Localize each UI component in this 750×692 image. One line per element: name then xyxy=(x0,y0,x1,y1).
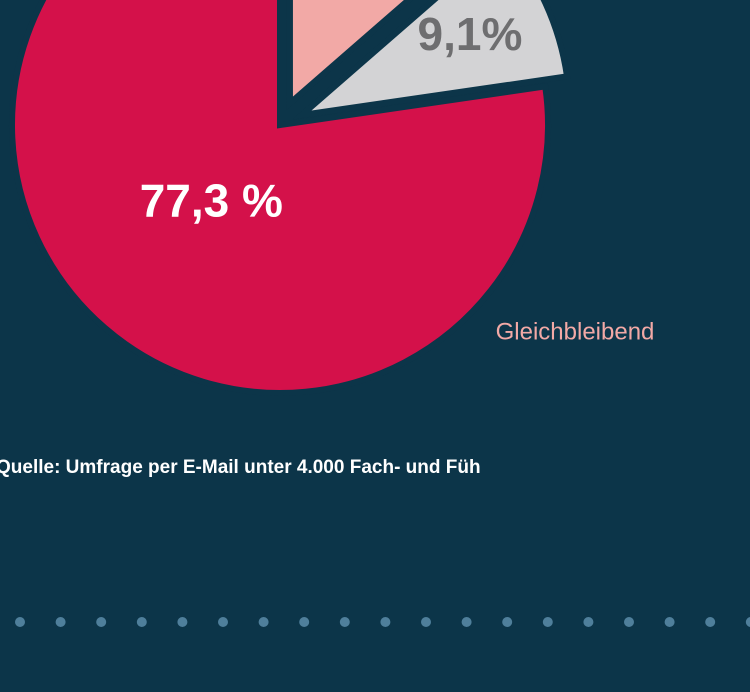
decor-dot xyxy=(218,617,228,627)
decor-dot xyxy=(96,617,107,627)
pie-slice xyxy=(286,0,414,110)
decor-dot xyxy=(664,617,675,627)
category-label: Gleichbleibend xyxy=(496,318,655,345)
decor-dot xyxy=(258,617,269,627)
decor-dot xyxy=(745,617,750,627)
pie-slice xyxy=(9,0,551,396)
decor-dot xyxy=(136,617,147,627)
slice-label: 77,3 % xyxy=(140,175,283,227)
decor-dot xyxy=(339,617,350,627)
decor-dot xyxy=(380,617,391,627)
decor-dot xyxy=(15,617,25,627)
decor-dot xyxy=(583,617,594,627)
decor-dot xyxy=(461,617,472,627)
pie-slice xyxy=(292,0,571,120)
decor-dot xyxy=(299,617,310,627)
decor-dot xyxy=(55,617,66,627)
decor-dot xyxy=(177,617,188,627)
decor-dot xyxy=(705,617,716,627)
slice-label: 9,1% xyxy=(418,8,523,60)
decor-dot xyxy=(542,617,553,627)
decor-dot xyxy=(624,617,634,627)
source-note: Quelle: Umfrage per E-Mail unter 4.000 F… xyxy=(0,457,481,478)
decor-dot xyxy=(421,617,431,627)
decor-dot xyxy=(502,617,513,627)
